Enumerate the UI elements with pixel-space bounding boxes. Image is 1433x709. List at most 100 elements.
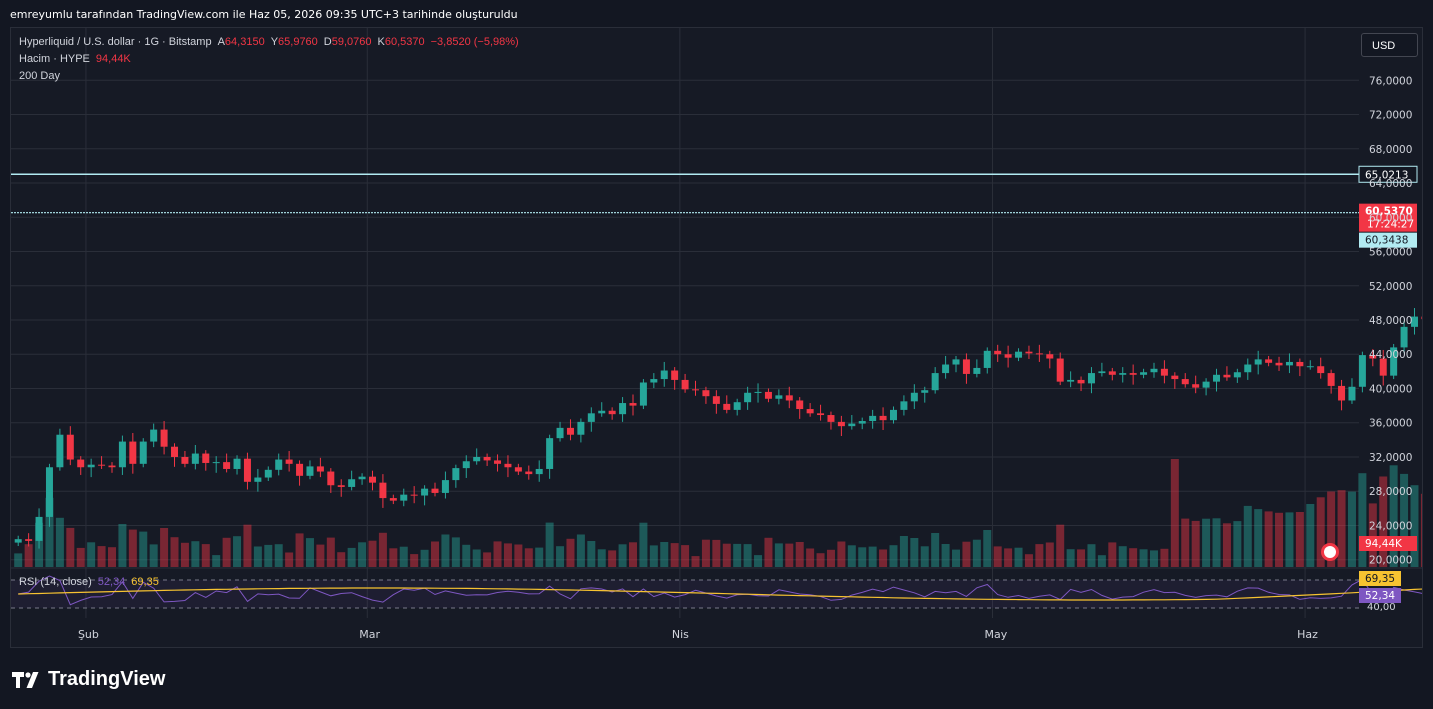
candle-body [587,413,595,422]
volume-bar [274,544,283,567]
currency-button[interactable]: USD [1361,33,1418,57]
candle-body [1306,366,1314,368]
candle-body [629,403,637,406]
volume-bar [774,543,783,567]
volume-bar [649,545,658,567]
line-price-tag [1359,232,1417,248]
symbol-label[interactable]: Hyperliquid / U.S. dollar · 1G · Bitstam… [19,36,212,48]
volume-bar [441,534,450,567]
rsi-label[interactable]: RSI (14, close) [19,576,92,588]
candle-body [254,477,262,482]
volume-label[interactable]: Hacim · HYPE [19,53,90,65]
candle-body [806,409,814,414]
candle-body [660,370,668,380]
candle-body [744,392,752,403]
candle-body [525,471,533,475]
volume-bar [97,546,106,567]
volume-bar [87,542,96,567]
volume-bar [722,543,731,567]
volume-bar [545,522,554,567]
candle-body [556,427,564,439]
candle-body [1317,366,1325,374]
volume-bar [305,538,314,567]
candle-body [1338,385,1346,401]
volume-bar [754,555,763,567]
volume-bar [233,536,242,567]
volume-bar [1202,518,1211,567]
candle-body [1390,347,1398,376]
volume-bar [816,553,825,567]
volume-bar [389,548,398,567]
volume-bar [462,544,471,567]
chart-panel[interactable]: 65,0213 60,5370 17:24:27 60,3438 94,44K 69,3… [10,27,1423,648]
candle-body [931,373,939,391]
rsi-legend: RSI (14, close) 52,34 69,35 [19,576,165,588]
y-tick-label: 36,0000 [1369,418,1412,430]
candle-body [650,379,658,383]
candle-body [1233,372,1241,378]
volume-bar [608,550,617,567]
volume-bar [847,545,856,567]
x-tick-label: Haz [1297,628,1318,641]
candle-body [66,434,74,460]
ma-legend: 200 Day [19,70,66,82]
candle-body [473,456,481,462]
candle-body [462,461,470,469]
volume-bar [858,547,867,567]
volume-tag-label: 94,44K [1365,538,1403,550]
volume-bar [826,549,835,567]
volume-bar [1191,520,1200,567]
ma-label[interactable]: 200 Day [19,70,60,82]
candle-body [139,441,147,464]
candle-body [108,465,116,468]
volume-bar [899,536,908,567]
candle-body [1254,359,1262,365]
candle-body [1244,364,1252,373]
rsi-tick-label: 40,00 [1367,602,1396,613]
volume-bar [681,545,690,567]
candle-body [285,459,293,464]
volume-bar [66,527,75,567]
candle-body [233,458,241,469]
y-tick-label: 32,0000 [1369,452,1412,464]
volume-bar [1108,542,1117,567]
candle-body [775,395,783,399]
y-tick-label: 56,0000 [1369,247,1412,259]
volume-bar [910,538,919,567]
candle-body [212,462,220,464]
volume-bar [483,552,492,567]
candle-body [358,476,366,480]
volume-bar [1410,485,1419,567]
volume-bar [795,542,804,567]
volume-bar [1160,548,1169,567]
volume-bar [1337,490,1346,567]
tradingview-logo[interactable]: TradingView [12,668,165,691]
volume-bar [535,547,544,567]
candle-body [723,403,731,410]
high-label: Y [270,36,279,48]
candle-body [181,456,189,464]
candle-body [1015,351,1023,358]
volume-bar [764,537,773,567]
candle-body [1327,373,1335,386]
candle-body [942,364,950,374]
volume-bar [1118,546,1127,567]
change-value: −3,8520 (−5,98%) [430,36,519,48]
volume-bar [253,546,262,567]
volume-bar [920,546,929,567]
volume-bar [107,547,116,567]
volume-bar [1097,555,1106,567]
volume-bar [691,556,700,567]
open-value: 64,3150 [224,36,265,48]
candle-body [879,415,887,421]
candle-body [441,480,449,493]
volume-bar [1233,521,1242,567]
volume-tag [1359,536,1417,551]
candle-body [1285,361,1293,366]
volume-bar [1347,491,1356,567]
volume-bar [76,547,85,567]
candle-body [608,410,616,415]
volume-bar [1368,503,1377,567]
volume-bar [1170,459,1179,567]
